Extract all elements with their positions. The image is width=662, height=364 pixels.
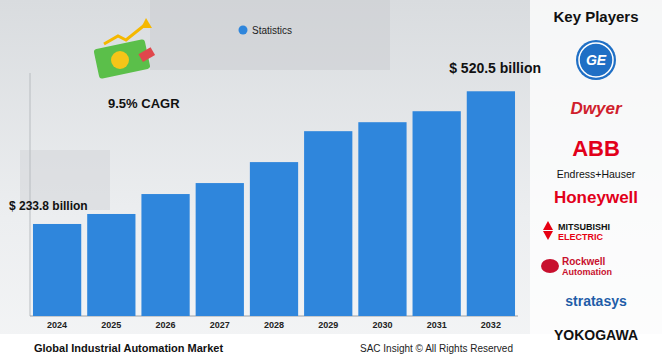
bar bbox=[33, 224, 81, 316]
data-label: $ 233.8 billion bbox=[9, 199, 88, 213]
key-player: Rockwell bbox=[562, 256, 606, 267]
bar bbox=[467, 91, 515, 316]
root: 2024 $ 233.8 billion 2025 2026 2027 2028 2029 2… bbox=[0, 0, 662, 364]
title: Global Industrial Automation Market bbox=[34, 342, 223, 354]
trend-arrow-head bbox=[141, 18, 152, 28]
backdrop-shape bbox=[150, 0, 390, 70]
key-player: GE bbox=[586, 52, 607, 68]
x-tick-label: 2027 bbox=[210, 320, 230, 330]
key-player: Honeywell bbox=[554, 188, 638, 207]
bar bbox=[141, 194, 189, 316]
logo-mark bbox=[543, 231, 553, 240]
logo-mark bbox=[541, 259, 559, 273]
annotation: 9.5% CAGR bbox=[108, 96, 180, 111]
labels: 2024 $ 233.8 billion 2025 2026 2027 2028 2029 2… bbox=[9, 60, 541, 330]
tag bbox=[138, 47, 155, 62]
x-tick-label: 2031 bbox=[427, 320, 447, 330]
bar bbox=[358, 122, 406, 316]
chart: 2024 $ 233.8 billion 2025 2026 2027 2028 2029 2… bbox=[0, 0, 662, 364]
key-player-line2: Automation bbox=[562, 267, 612, 277]
x-tick-label: 2032 bbox=[481, 320, 501, 330]
x-tick-label: 2026 bbox=[156, 320, 176, 330]
logo-mark bbox=[543, 221, 553, 230]
logo-ring bbox=[579, 43, 613, 77]
x-tick-label: 2025 bbox=[101, 320, 121, 330]
key-players: GE Dwyer ABB Endress+Hauser Honeywell MITSUBI… bbox=[541, 40, 638, 343]
coin bbox=[111, 51, 129, 69]
key-player: MITSUBISHI bbox=[558, 222, 610, 232]
bar bbox=[413, 111, 461, 316]
key-player: Endress+Hauser bbox=[557, 168, 636, 180]
trend-arrow bbox=[104, 24, 146, 44]
bar bbox=[250, 162, 298, 316]
money-icon bbox=[93, 18, 155, 79]
x-tick-label: 2030 bbox=[372, 320, 392, 330]
key-player: stratasys bbox=[565, 293, 627, 309]
key-player: Dwyer bbox=[570, 99, 622, 118]
x-tick-label: 2029 bbox=[318, 320, 338, 330]
bar bbox=[87, 214, 135, 316]
key-players-title: Key Players bbox=[553, 8, 638, 25]
legend-label: Statistics bbox=[252, 25, 292, 36]
legend: Statistics bbox=[239, 25, 293, 36]
bars bbox=[33, 91, 515, 316]
y-axis-line bbox=[30, 73, 31, 316]
key-player: YOKOGAWA bbox=[554, 327, 638, 343]
x-tick-label: 2028 bbox=[264, 320, 284, 330]
data-label: $ 520.5 billion bbox=[449, 60, 541, 76]
key-player: ABB bbox=[572, 136, 620, 161]
logo-circle bbox=[576, 40, 616, 80]
background bbox=[0, 0, 662, 364]
legend-swatch bbox=[239, 26, 248, 35]
source: SAC Insight © All Rights Reserved bbox=[360, 343, 513, 354]
bar bbox=[196, 183, 244, 316]
bar bbox=[304, 131, 352, 316]
side-panel bbox=[530, 0, 662, 364]
key-player-line2: ELECTRIC bbox=[558, 232, 604, 242]
x-tick-label: 2024 bbox=[47, 320, 67, 330]
